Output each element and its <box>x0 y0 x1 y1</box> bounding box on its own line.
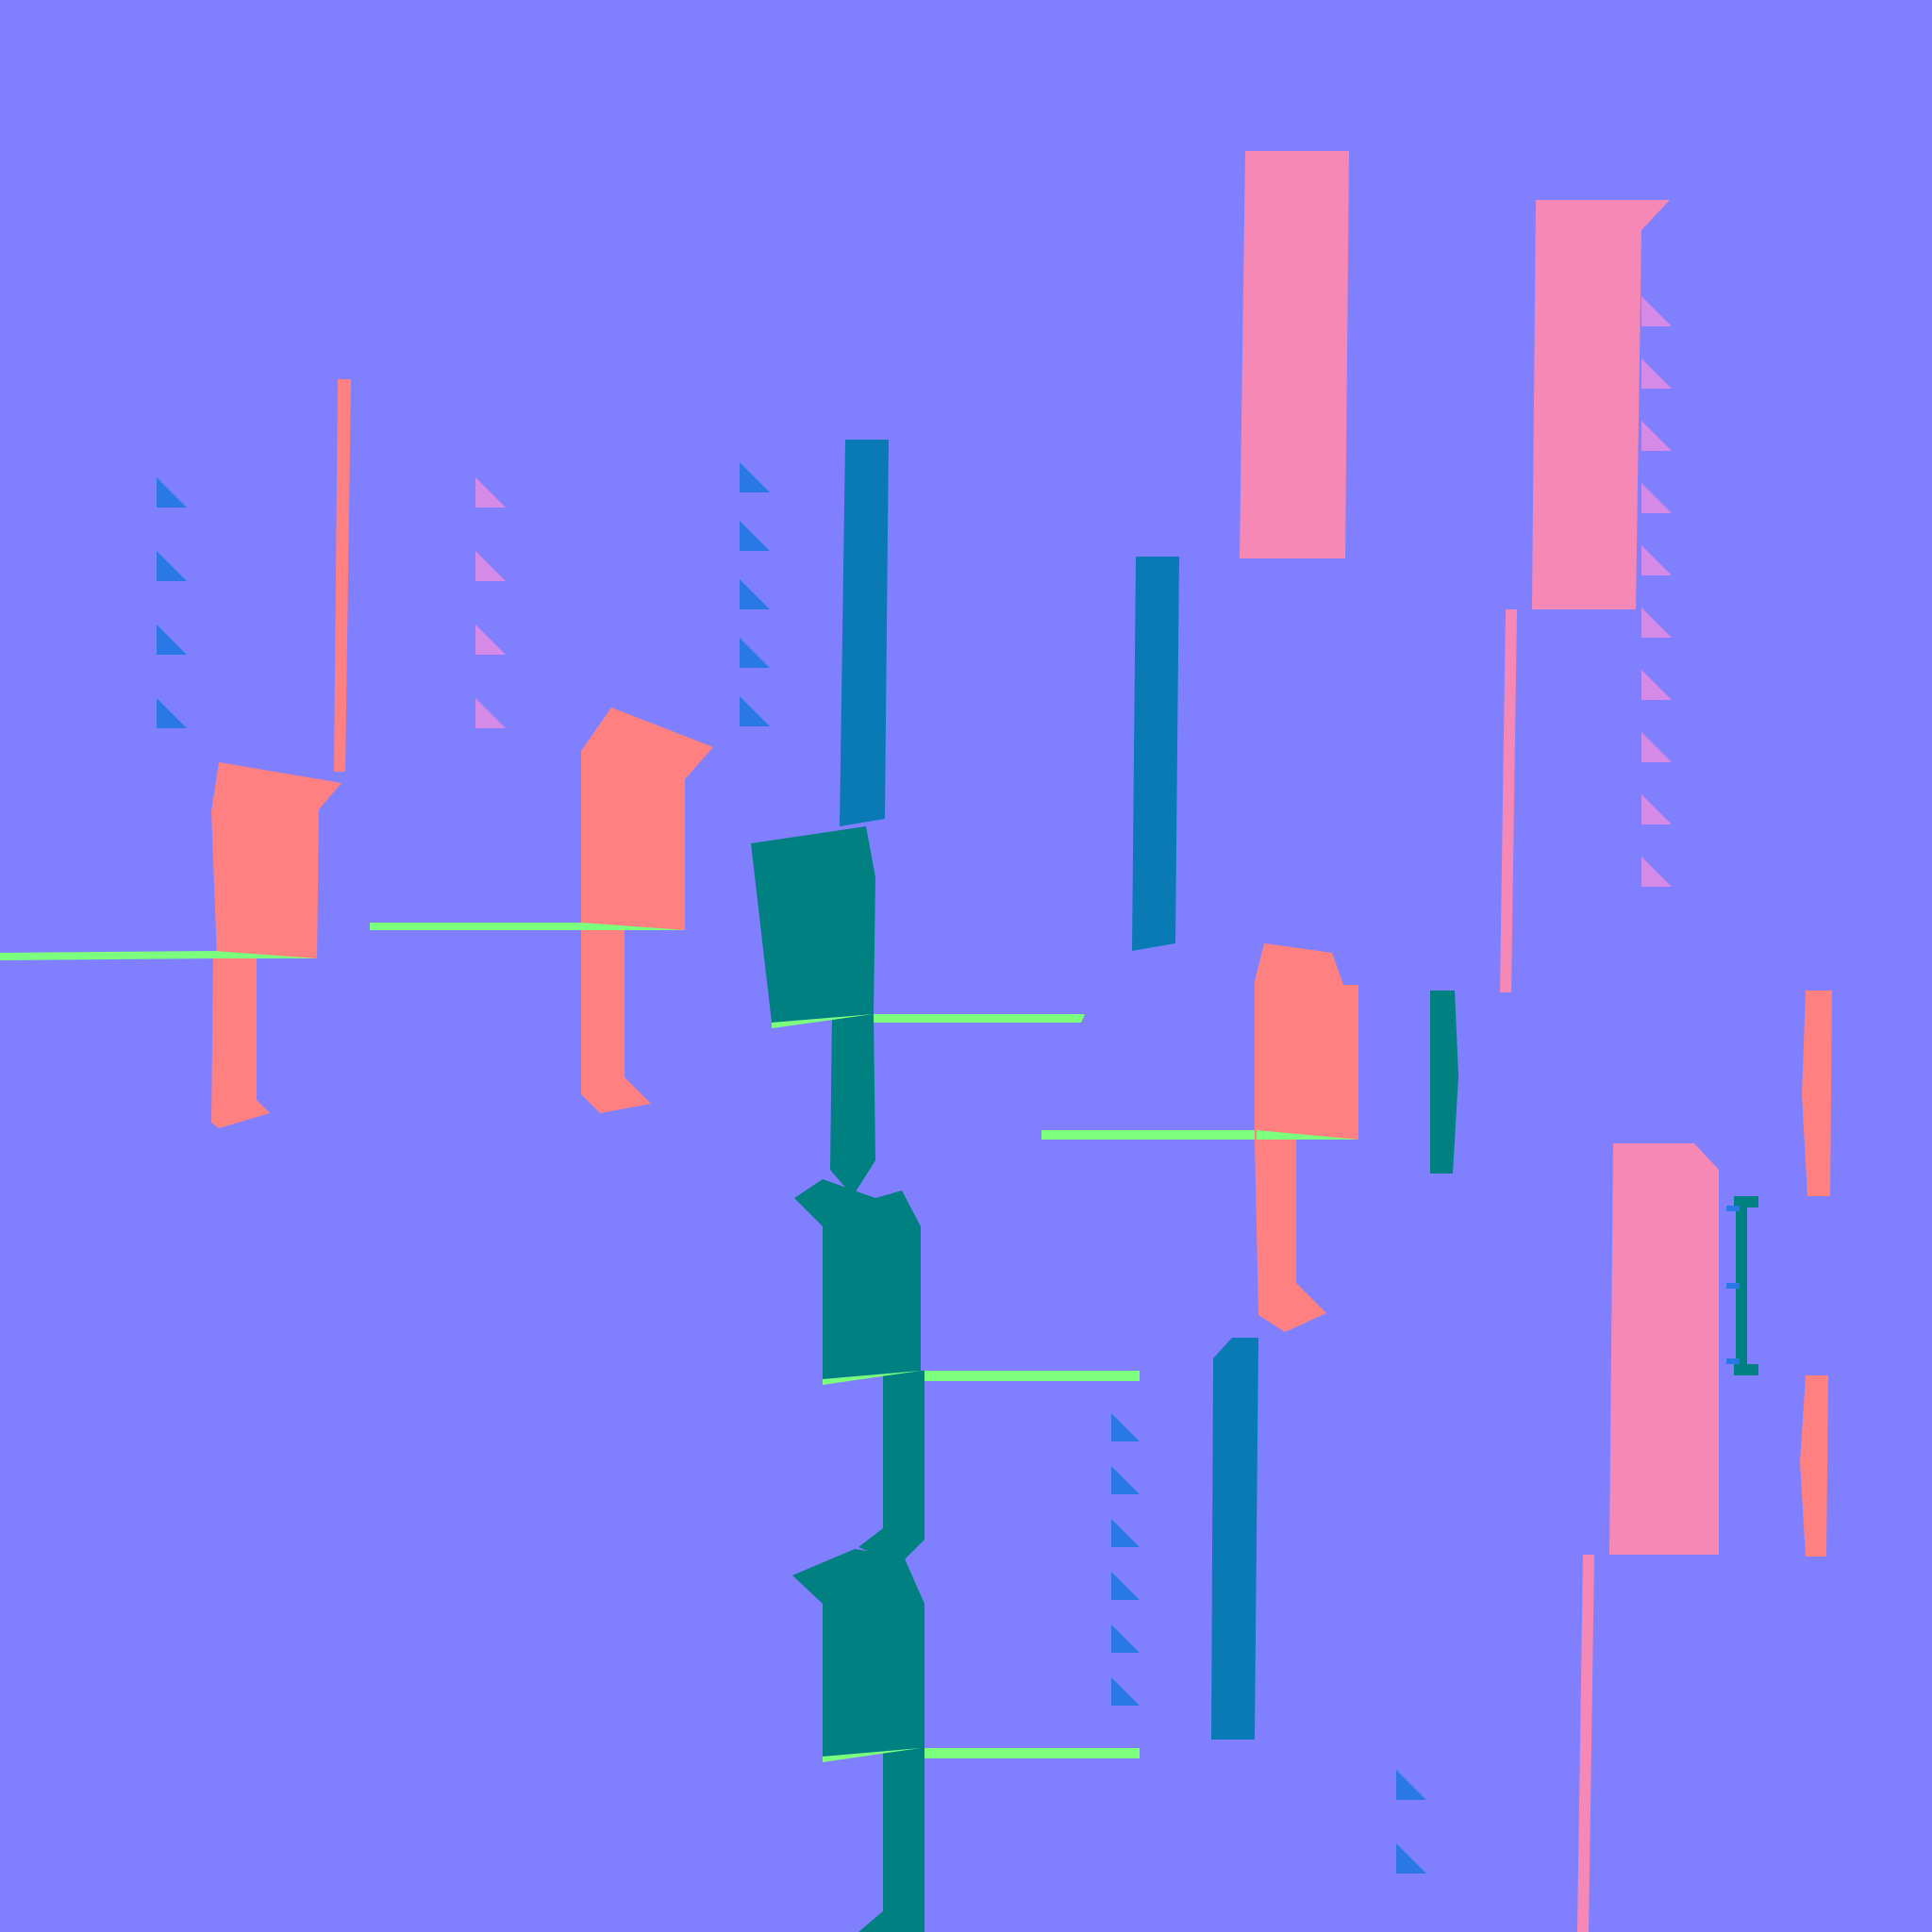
lime-seam <box>370 923 585 930</box>
triangle-marker <box>1641 794 1672 824</box>
lime-seam <box>920 1371 1140 1381</box>
triangle-marker <box>157 625 187 655</box>
triangle-marker <box>740 579 770 609</box>
lime-seam <box>920 1748 1140 1758</box>
triangle-marker <box>1111 1413 1140 1441</box>
triangle-marker <box>1111 1519 1140 1547</box>
pink-slab-lower-right <box>1577 1143 1719 1932</box>
teal-bracket-right <box>1726 1196 1758 1375</box>
triangle-marker <box>475 625 506 655</box>
triangle-marker <box>1396 1770 1426 1800</box>
steel-blue-bar-right <box>1132 557 1179 951</box>
triangle-marker <box>157 477 187 508</box>
salmon-block-upper-left <box>211 379 351 1128</box>
triangle-marker <box>1111 1677 1140 1706</box>
triangle-marker <box>1111 1572 1140 1600</box>
lime-seam <box>0 951 217 960</box>
triangle-marker <box>1641 358 1672 389</box>
triangle-marker <box>1396 1843 1426 1874</box>
triangle-marker <box>1641 857 1672 887</box>
pink-slab-top-far-right <box>1500 200 1670 992</box>
teal-strip-right <box>1430 991 1458 1174</box>
salmon-strips-right-edge <box>1800 991 1832 1557</box>
triangle-marker <box>1641 421 1672 451</box>
teal-block-stack-center <box>751 826 924 1932</box>
triangle-marker <box>157 698 187 728</box>
triangle-marker <box>740 462 770 492</box>
triangle-marker <box>475 551 506 581</box>
blue-triangle-row-bottom <box>1396 1770 1426 1874</box>
salmon-block-center-left <box>581 708 713 1113</box>
triangle-marker <box>157 551 187 581</box>
triangle-marker <box>475 477 506 508</box>
triangle-marker <box>1111 1466 1140 1494</box>
triangle-marker <box>1641 296 1672 326</box>
triangle-marker <box>475 698 506 728</box>
lime-seam <box>868 1014 1085 1023</box>
triangle-marker <box>740 696 770 726</box>
lime-seam <box>1041 1130 1259 1140</box>
triangle-marker <box>1641 608 1672 638</box>
triangle-marker <box>1111 1624 1140 1653</box>
triangle-marker <box>1641 732 1672 762</box>
triangle-marker <box>1641 483 1672 513</box>
triangle-marker <box>1641 670 1672 700</box>
salmon-block-center-right <box>1255 943 1358 1332</box>
triangle-marker <box>1641 545 1672 575</box>
blue-triangle-row-center <box>740 462 770 726</box>
violet-triangle-row-left <box>475 477 506 728</box>
blue-triangle-row-left <box>157 477 187 728</box>
lime-seams <box>0 923 1259 1758</box>
triangle-marker <box>740 638 770 668</box>
pink-slab-top-right <box>1240 151 1349 558</box>
steel-blue-bar-top-center <box>840 440 889 826</box>
triangle-marker <box>740 521 770 551</box>
violet-triangle-row-right <box>1641 296 1672 887</box>
blue-triangle-row-lower <box>1111 1413 1140 1706</box>
steel-blue-bar-bottom-center <box>1211 1338 1258 1740</box>
